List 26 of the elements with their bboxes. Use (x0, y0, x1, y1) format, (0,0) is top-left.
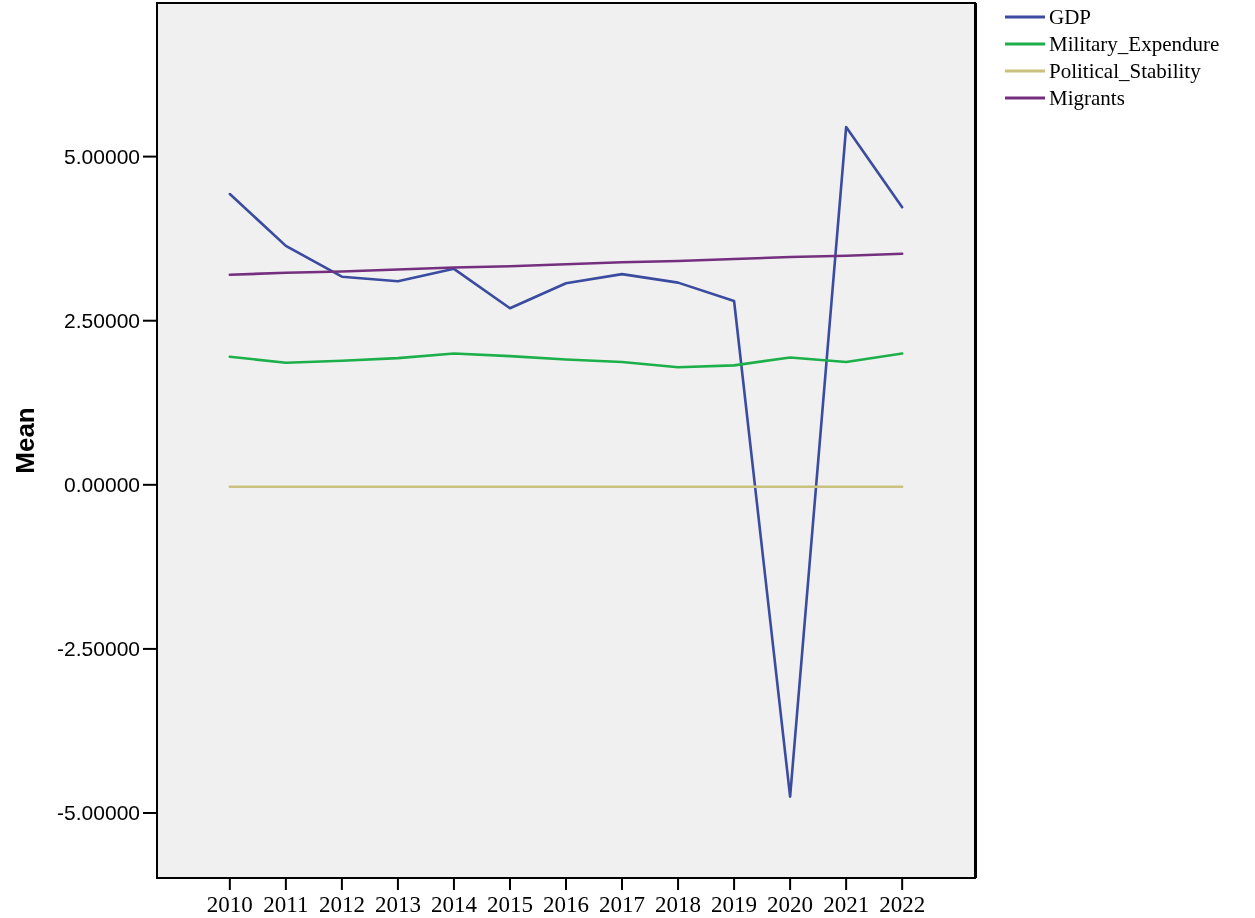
line-series (228, 352, 904, 369)
x-tick-label: 2014 (430, 892, 478, 917)
legend-label: Migrants (1049, 86, 1125, 111)
x-tick-label: 2021 (823, 892, 870, 917)
y-tick-label: -2.50000 (57, 637, 140, 661)
legend-label: Political_Stability (1049, 59, 1202, 84)
x-tick-label: 2018 (655, 892, 702, 917)
x-tick-label: 2017 (599, 892, 646, 917)
y-tick-label: 5.00000 (64, 144, 140, 168)
line-series (228, 125, 904, 798)
y-tick-label: -5.00000 (57, 801, 140, 825)
x-tick-label: 2010 (206, 892, 253, 917)
line-series (228, 252, 904, 277)
y-tick-label: 0.00000 (64, 473, 140, 497)
legend-label: Military_Expendure (1049, 32, 1220, 57)
x-tick-label: 2012 (318, 892, 365, 917)
x-tick-label: 2016 (543, 892, 589, 917)
legend-label: GDP (1049, 5, 1092, 30)
x-tick-label: 2022 (879, 892, 926, 917)
x-tick-label: 2015 (486, 892, 533, 917)
y-tick-label: 2.50000 (64, 309, 140, 333)
x-tick-label: 2013 (374, 892, 421, 917)
x-tick-label: 2020 (767, 892, 814, 917)
x-tick-label: 2019 (711, 892, 758, 917)
y-axis-title: Mean (10, 407, 40, 474)
x-tick-label: 2011 (263, 892, 309, 917)
